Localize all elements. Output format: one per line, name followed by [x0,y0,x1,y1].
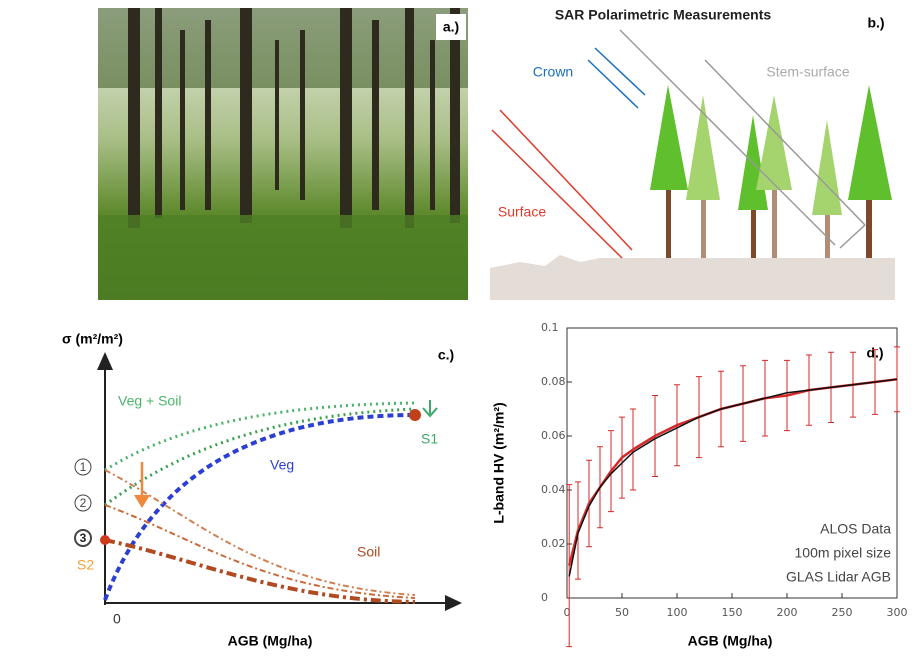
crown-label: Crown [533,64,573,80]
x-tick-label: 100 [667,606,688,619]
panel-label: a.) [443,19,459,35]
label-box [436,14,466,40]
scatter-arrows [491,29,866,259]
stem-surface-label: Stem-surface [766,64,849,80]
panel-label: c.) [438,347,454,363]
annotation: ALOS Data [820,521,891,537]
x-tick-label: 200 [777,606,798,619]
veg-soil-label: Veg + Soil [118,393,181,409]
surface-label: Surface [498,204,546,220]
x-tick-label: 300 [887,606,908,619]
concept-curves [74,352,462,611]
ground [490,255,895,300]
forest-photo [98,8,468,300]
data-line [568,378,898,577]
y-tick-label: 0.06 [541,429,566,442]
panel-label: b.) [867,15,884,31]
trees [650,85,892,258]
x-tick-label: 150 [722,606,743,619]
y-tick-label: 0.02 [541,537,566,550]
x-tick-label: 0 [564,606,571,619]
origin-label: 0 [113,611,121,627]
y-axis-label: L-band HV (m²/m²) [491,402,507,523]
soil-label: Soil [357,544,380,560]
s2-label: S2 [77,557,94,573]
data-line [567,378,898,566]
marker-label: 2 [80,496,87,510]
x-axis-label: AGB (Mg/ha) [688,633,773,649]
x-tick-label: 50 [615,606,629,619]
marker-label: 3 [80,531,87,545]
panel-title: SAR Polarimetric Measurements [555,7,772,23]
y-tick-label: 0.08 [541,375,566,388]
s1-label: S1 [421,431,438,447]
marker-label: 1 [80,460,87,474]
y-tick-label: 0.04 [541,483,566,496]
y-tick-label: 0 [541,591,548,604]
annotation: GLAS Lidar AGB [786,569,891,585]
x-tick-label: 250 [832,606,853,619]
chart-d: 0 50 100 150 200 250 300 0 0.02 0.04 0.06 0.08 0.1 AL… [541,321,908,648]
x-axis-label: AGB (Mg/ha) [228,633,313,649]
annotation: 100m pixel size [795,545,892,561]
veg-label: Veg [270,457,294,473]
y-tick-label: 0.1 [541,321,559,334]
y-axis-label: σ (m²/m²) [62,331,123,347]
